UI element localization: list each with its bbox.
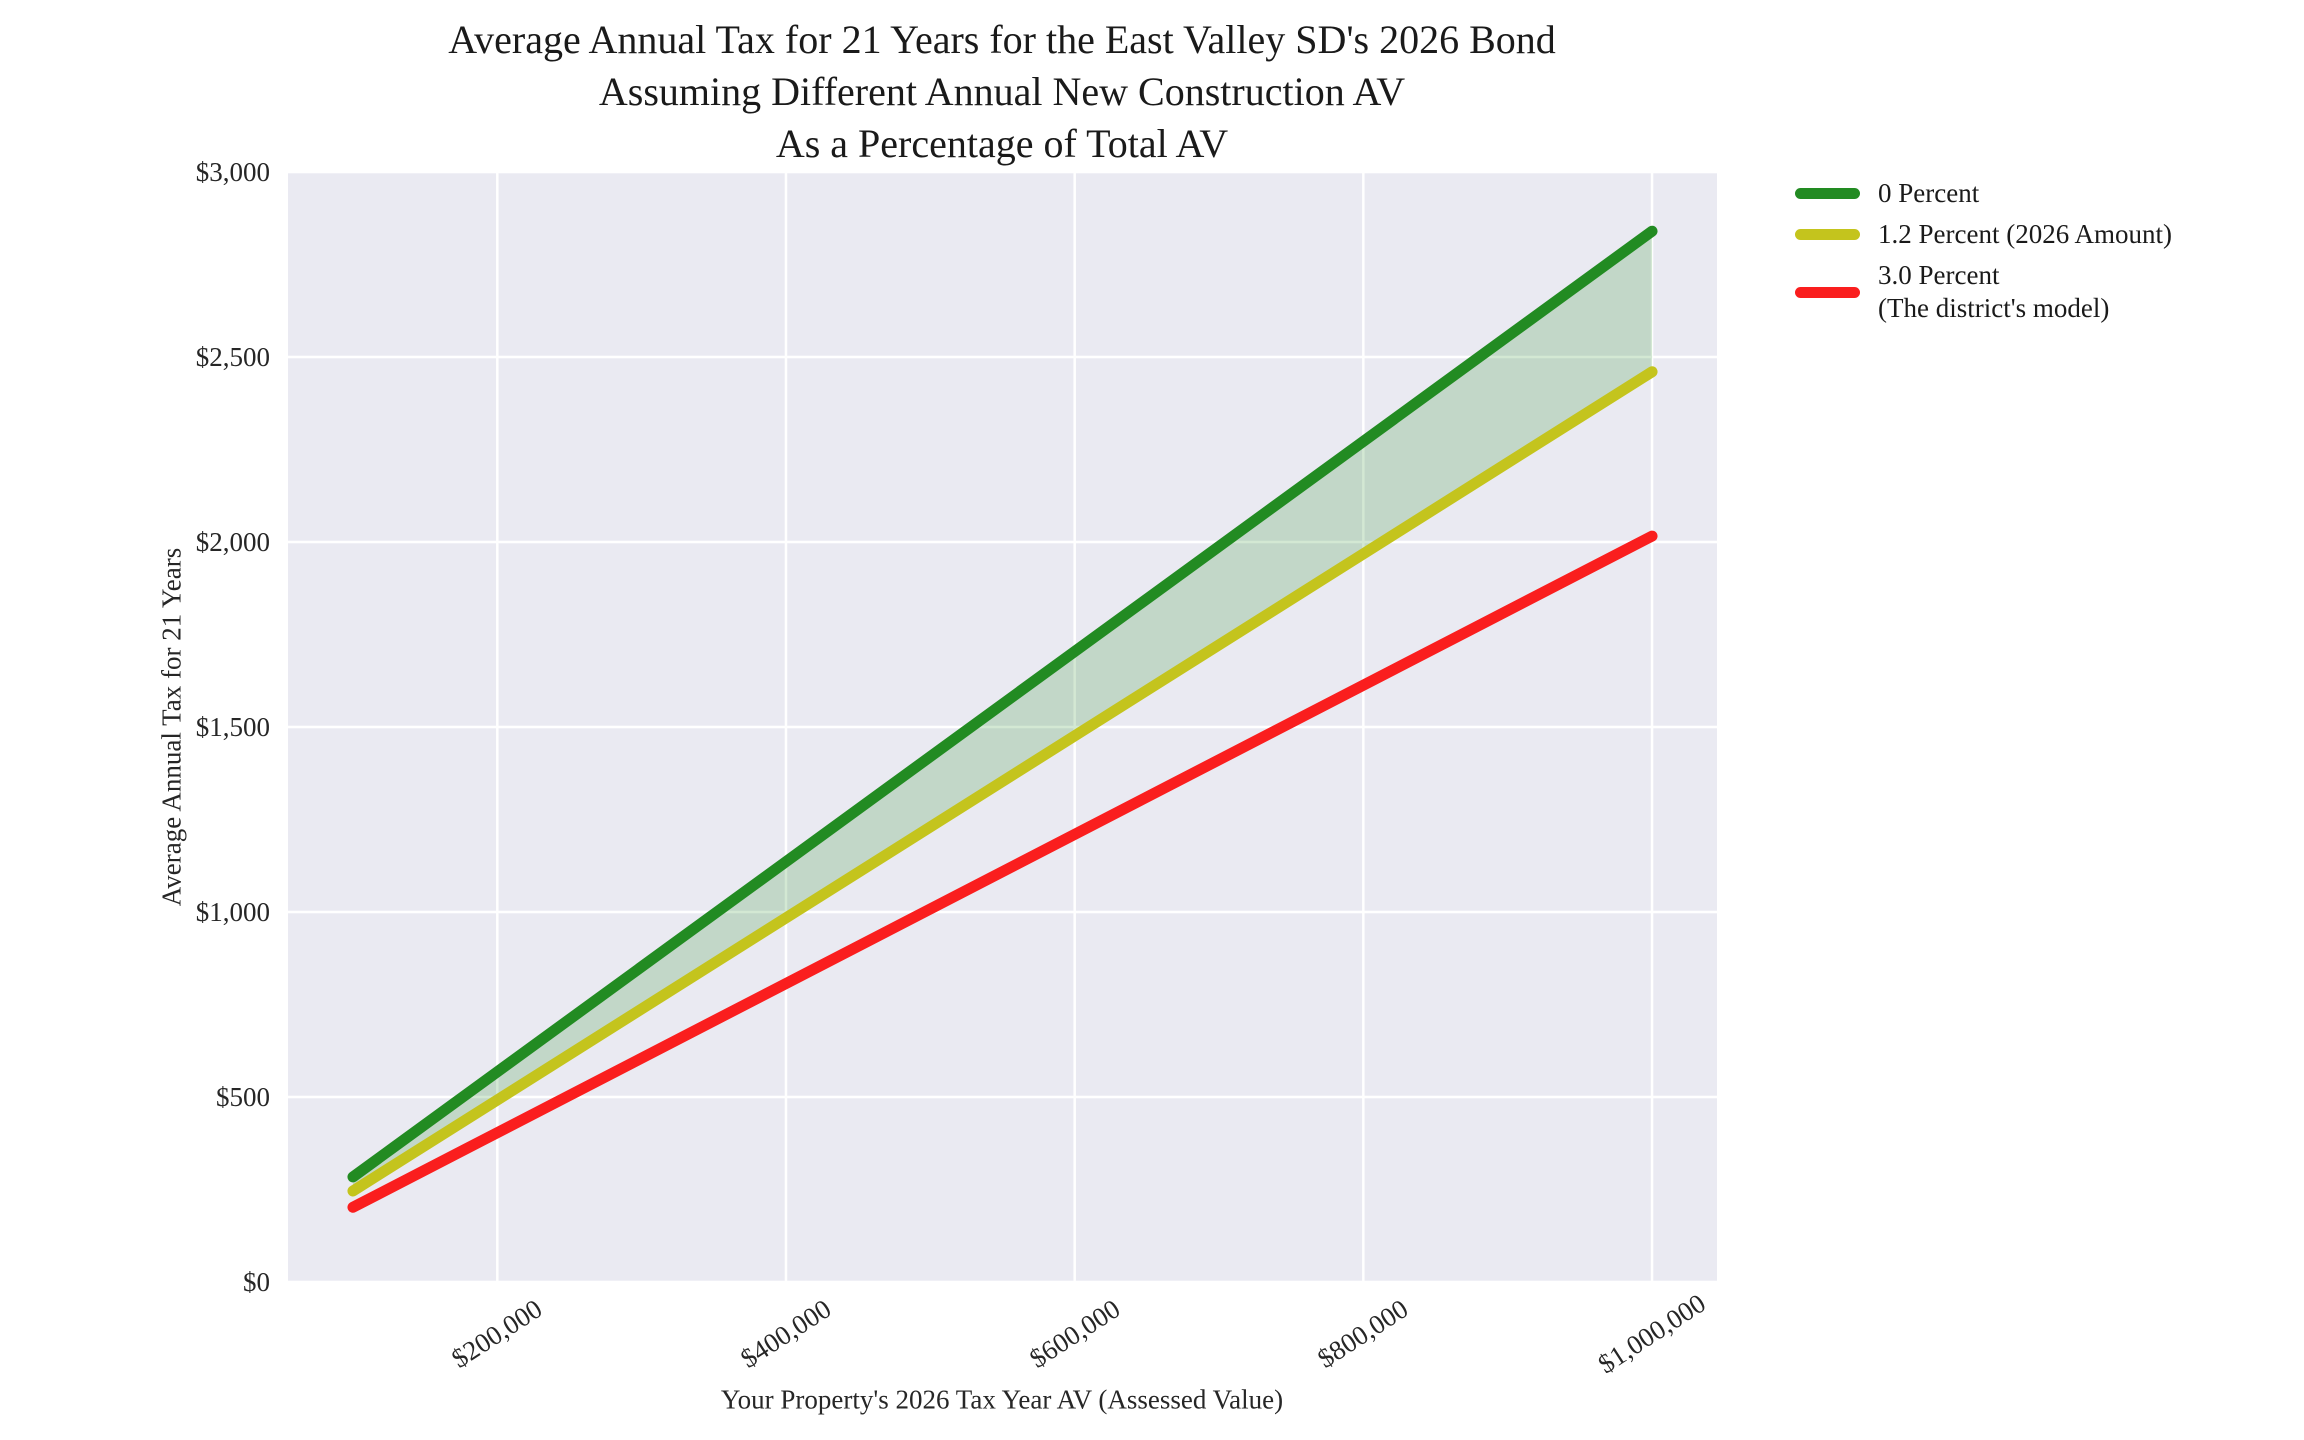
legend-line-swatch [1795,188,1860,199]
y-tick-label: $3,000 [195,157,270,187]
line-1-2-percent-2026-amount [347,366,1658,1197]
y-tick-label: $500 [216,1082,270,1112]
y-tick-label: $0 [243,1267,270,1297]
legend-item: 3.0 Percent (The district's model) [1795,259,2172,325]
y-axis-title: Average Annual Tax for 21 Years [156,547,187,907]
y-tick-label: $2,500 [195,342,270,372]
legend: 0 Percent 1.2 Percent (2026 Amount) 3.0 Pe… [1795,177,2172,325]
legend-item-label: 0 Percent [1878,178,1980,208]
x-axis-title: Your Property's 2026 Tax Year AV (Assess… [720,1384,1284,1415]
legend-line-swatch [1795,229,1860,240]
chart-canvas [288,170,1717,1284]
legend-line-swatch [1795,286,1860,298]
y-tick-label: $1,500 [195,712,270,742]
x-tick-label: $600,000 [1023,1293,1126,1374]
x-tick-label: $1,000,000 [1592,1287,1711,1380]
line-3-0-percent-the-district-s-model [347,530,1658,1213]
line-0-percent [347,225,1658,1183]
legend-item: 1.2 Percent (2026 Amount) [1795,218,2172,251]
chart-title: Average Annual Tax for 21 Years for the … [448,17,1556,166]
legend-item: 0 Percent [1795,177,2172,210]
x-tick-label: $400,000 [735,1293,837,1374]
plot-area [288,170,1717,1284]
legend-item-label: 3.0 Percent (The district's model) [1878,260,2110,323]
y-tick-label: $2,000 [195,527,270,557]
y-tick-label: $1,000 [195,897,270,927]
x-tick-label: $200,000 [446,1293,548,1374]
legend-item-label: 1.2 Percent (2026 Amount) [1878,219,2172,249]
x-tick-label: $800,000 [1312,1293,1414,1374]
